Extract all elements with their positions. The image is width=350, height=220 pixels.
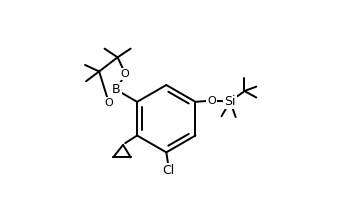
- Text: B: B: [112, 83, 121, 96]
- Text: O: O: [105, 98, 113, 108]
- Text: O: O: [208, 96, 216, 106]
- Text: O: O: [121, 69, 130, 79]
- Text: Si: Si: [224, 95, 236, 108]
- Text: Cl: Cl: [162, 164, 175, 177]
